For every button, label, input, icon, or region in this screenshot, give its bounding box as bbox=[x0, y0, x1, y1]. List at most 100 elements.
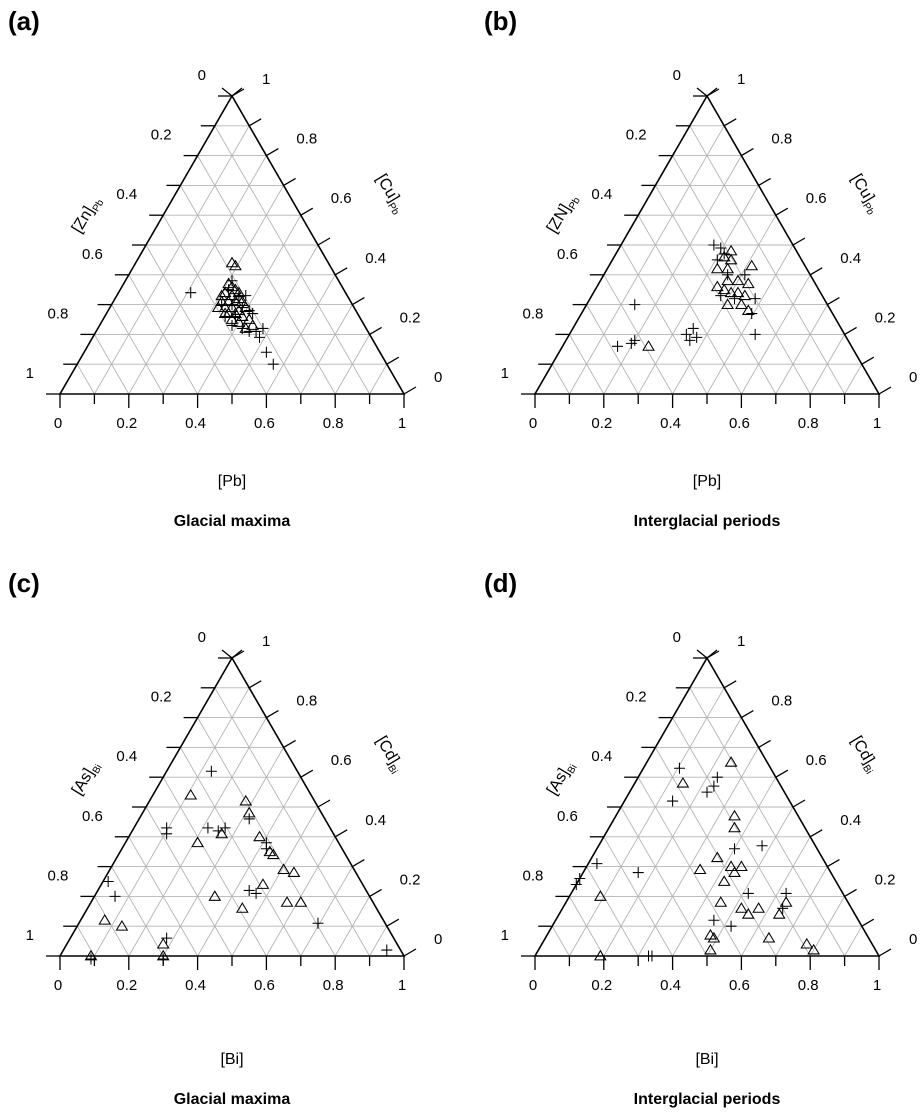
data-point-triangle bbox=[710, 851, 724, 863]
grid-line-l bbox=[775, 866, 828, 957]
right-tick bbox=[809, 829, 823, 838]
bottom-tick-label: 0.4 bbox=[185, 977, 206, 994]
grid-line-r bbox=[569, 334, 605, 395]
bottom-tick-label: 1 bbox=[873, 415, 881, 432]
series-plus bbox=[185, 275, 279, 370]
data-point-plus bbox=[157, 953, 169, 965]
grid-line-r bbox=[111, 866, 164, 957]
right-tick bbox=[403, 386, 417, 395]
left-tick-label: 0.6 bbox=[557, 808, 578, 825]
data-point-triangle bbox=[266, 848, 280, 860]
data-point-triangle bbox=[738, 289, 752, 301]
grid-line-l bbox=[369, 363, 388, 395]
left-tick-label: 0.8 bbox=[523, 867, 544, 884]
left-tick-label: 0 bbox=[198, 67, 206, 84]
grid-line-l bbox=[300, 866, 353, 957]
right-tick-label: 0.8 bbox=[771, 693, 792, 710]
data-point-plus bbox=[708, 780, 720, 792]
left-tick-label: 0.6 bbox=[557, 246, 578, 263]
left-tick-label: 0.6 bbox=[82, 246, 103, 263]
data-point-triangle bbox=[735, 902, 748, 913]
data-point-triangle bbox=[717, 250, 731, 262]
left-tick-label: 1 bbox=[26, 927, 34, 944]
data-point-triangle bbox=[721, 298, 735, 310]
data-point-plus bbox=[722, 269, 734, 281]
data-point-plus bbox=[756, 840, 768, 852]
grid-line-r bbox=[145, 244, 233, 395]
data-point-triangle bbox=[676, 776, 690, 788]
data-point-plus bbox=[240, 290, 252, 302]
grid-line-r bbox=[637, 214, 742, 395]
left-tick-label: 0 bbox=[198, 629, 206, 646]
data-point-triangle bbox=[98, 914, 112, 925]
data-point-plus bbox=[708, 239, 720, 251]
ternary-panel-a: 0 0.2 0.4 0.6 0.8 1 0 0.2 0.4 0.6 0.8 1 1 0.8 0.6 0.4 0.… bbox=[8, 6, 442, 530]
left-tick-label: 0.8 bbox=[523, 305, 544, 322]
data-point-triangle bbox=[239, 794, 253, 806]
data-point-triangle bbox=[721, 274, 735, 286]
bottom-tick-label: 0.4 bbox=[660, 415, 681, 432]
grid-line-l bbox=[300, 304, 353, 395]
data-point-triangle bbox=[731, 286, 745, 298]
right-axis-title: [Cd]Bi bbox=[370, 733, 407, 776]
bottom-tick-label: 0.2 bbox=[591, 977, 612, 994]
panel-label: (c) bbox=[8, 568, 40, 598]
data-point-plus bbox=[229, 311, 241, 323]
left-tick-label: 0.2 bbox=[626, 689, 647, 706]
right-tick bbox=[723, 680, 737, 689]
right-tick-label: 0.6 bbox=[806, 752, 827, 769]
right-tick-label: 1 bbox=[262, 71, 270, 88]
grid-line-l bbox=[231, 806, 319, 957]
right-tick bbox=[283, 177, 296, 186]
grid-line-l bbox=[569, 125, 725, 395]
data-point-triangle bbox=[156, 937, 170, 949]
grid-line-r bbox=[128, 836, 198, 957]
data-point-triangle bbox=[717, 875, 731, 886]
data-point-triangle bbox=[707, 931, 721, 943]
data-point-triangle bbox=[239, 322, 253, 333]
data-point-triangle bbox=[693, 863, 707, 875]
data-point-plus bbox=[570, 878, 582, 890]
ternary-grid bbox=[551, 687, 863, 957]
left-tick-label: 0 bbox=[673, 629, 681, 646]
grid-line-r bbox=[620, 244, 708, 395]
data-point-plus bbox=[729, 293, 741, 305]
bottom-tick-label: 0 bbox=[529, 415, 537, 432]
bottom-tick-label: 0.8 bbox=[323, 415, 344, 432]
panel-caption: Glacial maxima bbox=[174, 513, 291, 530]
data-point-plus bbox=[667, 795, 679, 807]
data-point-plus bbox=[260, 843, 272, 855]
right-tick bbox=[809, 267, 823, 276]
data-point-plus bbox=[691, 331, 703, 343]
right-axis-title: [Cu]Pb bbox=[370, 171, 409, 217]
data-point-plus bbox=[254, 331, 266, 343]
grid-line-r bbox=[162, 214, 267, 395]
right-tick bbox=[844, 326, 857, 335]
right-tick-label: 1 bbox=[737, 633, 745, 650]
grid-line-r bbox=[586, 304, 639, 395]
right-tick bbox=[741, 710, 754, 719]
right-tick bbox=[723, 118, 737, 127]
grid-line-r bbox=[637, 776, 742, 957]
right-tick bbox=[386, 918, 400, 927]
bottom-axis-title: [Pb] bbox=[218, 473, 246, 490]
ternary-panel-d: 0 0.2 0.4 0.6 0.8 1 0 0.2 0.4 0.6 0.8 1 1 0.8 0.6 0.4 0.… bbox=[484, 568, 917, 1108]
right-tick bbox=[403, 948, 417, 957]
data-point-plus bbox=[684, 334, 696, 346]
grid-line-r bbox=[689, 687, 845, 957]
right-tick bbox=[775, 207, 789, 216]
right-tick-label: 0 bbox=[909, 931, 917, 948]
data-point-triangle bbox=[239, 301, 253, 313]
data-point-triangle bbox=[253, 830, 266, 842]
bottom-tick-label: 0.2 bbox=[116, 415, 137, 432]
grid-line-r bbox=[197, 717, 336, 957]
bottom-tick-label: 1 bbox=[398, 977, 406, 994]
bottom-axis-title: [Bi] bbox=[220, 1051, 243, 1068]
right-tick bbox=[792, 799, 806, 808]
right-tick bbox=[266, 148, 279, 157]
bottom-tick-label: 0.4 bbox=[185, 415, 206, 432]
data-point-triangle bbox=[215, 827, 229, 839]
data-point-plus bbox=[629, 299, 641, 311]
data-point-plus bbox=[777, 902, 789, 914]
